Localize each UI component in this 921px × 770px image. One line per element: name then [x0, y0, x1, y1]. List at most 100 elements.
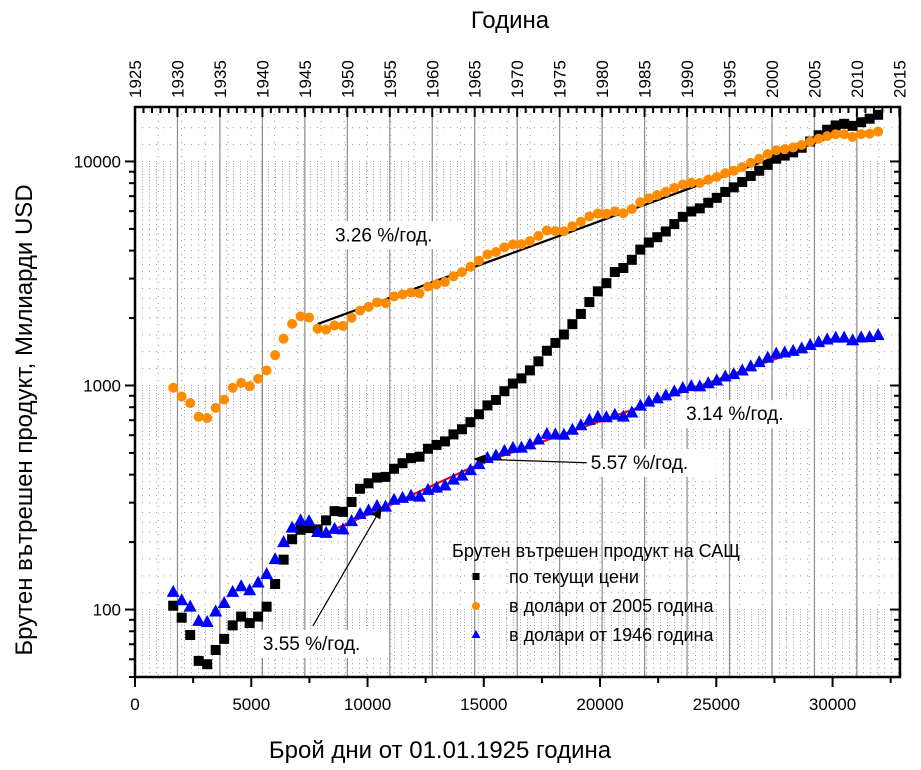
data-point-circle	[805, 136, 816, 147]
data-point-circle	[558, 226, 569, 237]
data-point-square	[754, 165, 765, 176]
data-point-circle	[185, 398, 196, 409]
data-point-triangle	[744, 359, 758, 372]
data-point-circle	[830, 129, 841, 140]
data-point-triangle	[336, 522, 350, 535]
annotation-arrow	[312, 506, 383, 627]
data-point-triangle	[557, 427, 571, 440]
top-x-tick-label: 1955	[381, 60, 400, 98]
data-point-square	[439, 436, 450, 447]
data-point-circle	[202, 413, 213, 424]
data-point-triangle	[531, 432, 545, 445]
data-point-circle	[482, 249, 493, 260]
data-point-triangle	[523, 437, 537, 450]
legend-triangle-icon	[471, 630, 481, 638]
data-point-circle	[796, 140, 807, 151]
data-point-square	[456, 424, 467, 435]
data-point-triangle	[642, 394, 656, 407]
data-point-square	[363, 478, 374, 489]
top-x-tick-label: 1945	[296, 60, 315, 98]
data-point-square	[210, 644, 221, 655]
data-point-circle	[847, 131, 858, 142]
data-point-square	[839, 118, 850, 129]
data-point-circle	[822, 131, 833, 142]
y-axis-title: Брутен вътрешен продукт, Милиарди USD	[11, 184, 38, 655]
data-point-triangle	[412, 489, 426, 502]
data-point-circle	[788, 142, 799, 153]
data-point-square	[185, 629, 196, 640]
data-point-square	[524, 365, 535, 376]
data-point-circle	[397, 289, 408, 300]
data-point-circle	[338, 320, 349, 331]
data-point-triangle	[183, 599, 197, 612]
annotation-label: 3.26 %/год.	[335, 225, 432, 246]
data-point-square	[414, 451, 425, 462]
annotation-arrow	[473, 454, 587, 465]
data-point-circle	[728, 165, 739, 176]
top-x-tick-label: 1925	[126, 60, 145, 98]
data-point-circle	[516, 239, 527, 250]
top-x-tick-label: 2000	[763, 60, 782, 98]
top-x-tick-label: 1980	[593, 60, 612, 98]
data-point-circle	[507, 239, 518, 250]
data-point-square	[219, 633, 230, 644]
data-point-square	[355, 483, 366, 494]
data-point-square	[482, 400, 493, 411]
data-point-circle	[355, 305, 366, 316]
data-point-square	[601, 278, 612, 289]
data-point-circle	[524, 236, 535, 247]
legend-label: в долари от 2005 година	[509, 596, 714, 616]
data-point-circle	[329, 320, 340, 331]
data-point-circle	[541, 225, 552, 236]
data-point-square	[660, 226, 671, 237]
top-x-tick-label: 1995	[721, 60, 740, 98]
data-point-triangle	[455, 468, 469, 481]
top-x-tick-label: 1940	[253, 60, 272, 98]
data-point-circle	[745, 157, 756, 168]
data-point-circle	[873, 126, 884, 137]
data-point-circle	[533, 231, 544, 242]
data-point-square	[465, 417, 476, 428]
data-point-square	[193, 655, 204, 666]
data-point-square	[703, 197, 714, 208]
data-point-square	[745, 171, 756, 182]
data-point-triangle	[608, 407, 622, 420]
data-point-square	[567, 319, 578, 330]
data-point-square	[558, 329, 569, 340]
data-point-square	[380, 471, 391, 482]
annotation-label: 3.14 %/год.	[686, 404, 783, 425]
data-point-triangle	[328, 521, 342, 534]
data-point-circle	[643, 193, 654, 204]
data-point-square	[329, 506, 340, 517]
data-point-square	[626, 254, 637, 265]
top-x-tick-label: 1935	[211, 60, 230, 98]
data-point-circle	[210, 402, 221, 413]
data-point-triangle	[574, 418, 588, 431]
data-point-square	[295, 524, 306, 535]
data-point-square	[473, 409, 484, 420]
data-point-triangle	[277, 535, 291, 548]
data-point-circle	[295, 311, 306, 322]
x-tick-label: 25000	[693, 695, 740, 714]
annotations: 3.26 %/год. 3.14 %/год. 5.57 %/год. 3.55 %/…	[256, 221, 813, 658]
data-point-circle	[652, 189, 663, 200]
data-point-circle	[261, 365, 272, 376]
data-point-square	[176, 612, 187, 623]
data-point-square	[694, 203, 705, 214]
data-point-square	[550, 337, 561, 348]
data-point-square	[261, 601, 272, 612]
data-point-triangle	[251, 575, 265, 588]
data-point-square	[507, 378, 518, 389]
data-point-triangle	[175, 593, 189, 606]
data-point-square	[737, 176, 748, 187]
data-point-triangle	[735, 363, 749, 376]
data-point-circle	[321, 324, 332, 335]
axes: 0 5000 10000 15000 20000 25000 30000 1925 1930 19…	[74, 60, 910, 714]
data-point-circle	[456, 267, 467, 278]
y-tick-label: 1000	[83, 377, 121, 396]
data-point-triangle	[514, 440, 528, 453]
data-point-triangle	[871, 328, 885, 341]
annotation-background	[680, 400, 813, 429]
